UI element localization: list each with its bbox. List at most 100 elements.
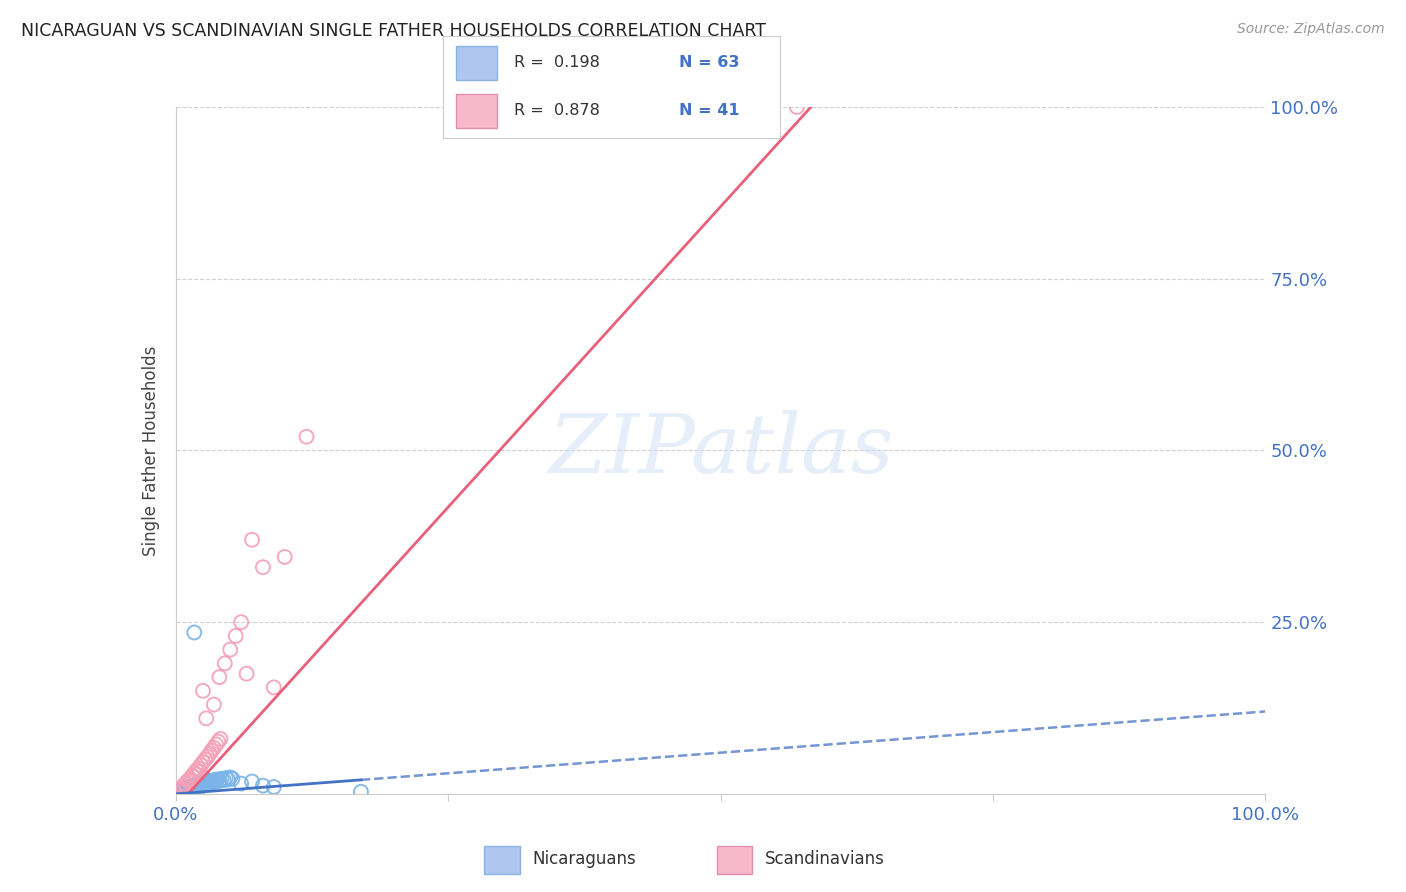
Point	[208, 670, 231, 684]
Point	[201, 775, 224, 789]
Point	[194, 753, 217, 767]
Point	[195, 749, 218, 764]
Point	[252, 779, 274, 793]
Point	[205, 774, 228, 789]
Point	[187, 762, 209, 776]
Point	[186, 777, 209, 791]
Text: N = 63: N = 63	[679, 54, 740, 70]
Point	[240, 774, 263, 789]
Text: ZIPatlas: ZIPatlas	[548, 410, 893, 491]
FancyBboxPatch shape	[484, 846, 520, 874]
Point	[295, 430, 318, 444]
Point	[167, 783, 190, 797]
Point	[174, 782, 197, 797]
Point	[214, 657, 236, 671]
Text: NICARAGUAN VS SCANDINAVIAN SINGLE FATHER HOUSEHOLDS CORRELATION CHART: NICARAGUAN VS SCANDINAVIAN SINGLE FATHER…	[21, 22, 766, 40]
Point	[186, 783, 209, 797]
Point	[215, 771, 238, 785]
Point	[231, 615, 253, 630]
Point	[195, 711, 218, 725]
Point	[191, 778, 214, 792]
Point	[177, 773, 200, 788]
Text: R =  0.198: R = 0.198	[513, 54, 599, 70]
Point	[274, 549, 297, 564]
Point	[221, 772, 243, 786]
Point	[198, 773, 221, 788]
Point	[198, 747, 221, 761]
Point	[183, 780, 205, 795]
Point	[207, 734, 229, 748]
Point	[190, 778, 212, 792]
Point	[191, 683, 214, 698]
Point	[181, 779, 204, 793]
Point	[186, 764, 208, 778]
Point	[179, 781, 201, 796]
Point	[195, 774, 218, 789]
Point	[172, 783, 194, 797]
Point	[235, 666, 257, 681]
Text: R =  0.878: R = 0.878	[513, 103, 599, 118]
Point	[219, 771, 242, 785]
Point	[173, 781, 195, 796]
Point	[184, 778, 207, 792]
Point	[231, 776, 253, 790]
Point	[172, 784, 194, 798]
FancyBboxPatch shape	[717, 846, 752, 874]
Point	[209, 731, 232, 746]
Point	[187, 780, 209, 794]
Point	[205, 772, 228, 787]
Point	[177, 782, 200, 797]
Point	[211, 772, 233, 786]
Point	[219, 642, 242, 657]
Point	[190, 758, 212, 772]
Point	[205, 738, 228, 752]
Point	[350, 785, 373, 799]
FancyBboxPatch shape	[457, 46, 496, 79]
Point	[177, 780, 200, 794]
Point	[181, 770, 204, 784]
Point	[187, 779, 209, 793]
Point	[202, 773, 225, 788]
Point	[172, 782, 194, 797]
Point	[201, 775, 224, 789]
Point	[193, 775, 215, 789]
Text: Nicaraguans: Nicaraguans	[533, 849, 636, 868]
Point	[174, 776, 197, 790]
Point	[263, 780, 285, 794]
Point	[186, 780, 208, 794]
Point	[183, 625, 205, 640]
Point	[202, 698, 225, 712]
Point	[212, 773, 235, 788]
Point	[252, 560, 274, 574]
Point	[170, 781, 193, 796]
Point	[181, 781, 204, 796]
Point	[198, 776, 221, 790]
Point	[263, 681, 285, 695]
Point	[179, 772, 201, 786]
Point	[217, 772, 239, 787]
Point	[170, 785, 193, 799]
Point	[180, 780, 202, 794]
Point	[186, 767, 208, 781]
Point	[176, 780, 198, 795]
Point	[194, 777, 217, 791]
Point	[174, 783, 197, 797]
Point	[167, 785, 190, 799]
Point	[195, 776, 218, 790]
Point	[181, 780, 204, 795]
Y-axis label: Single Father Households: Single Father Households	[142, 345, 160, 556]
Point	[208, 773, 231, 788]
Point	[186, 780, 208, 794]
Point	[176, 780, 198, 794]
Point	[194, 776, 217, 790]
Text: N = 41: N = 41	[679, 103, 740, 118]
Point	[172, 782, 194, 797]
Point	[191, 777, 214, 791]
Point	[167, 785, 190, 799]
Point	[202, 740, 225, 755]
Point	[172, 779, 194, 793]
FancyBboxPatch shape	[457, 95, 496, 128]
Point	[170, 784, 193, 798]
Point	[169, 782, 191, 797]
Point	[183, 766, 205, 780]
